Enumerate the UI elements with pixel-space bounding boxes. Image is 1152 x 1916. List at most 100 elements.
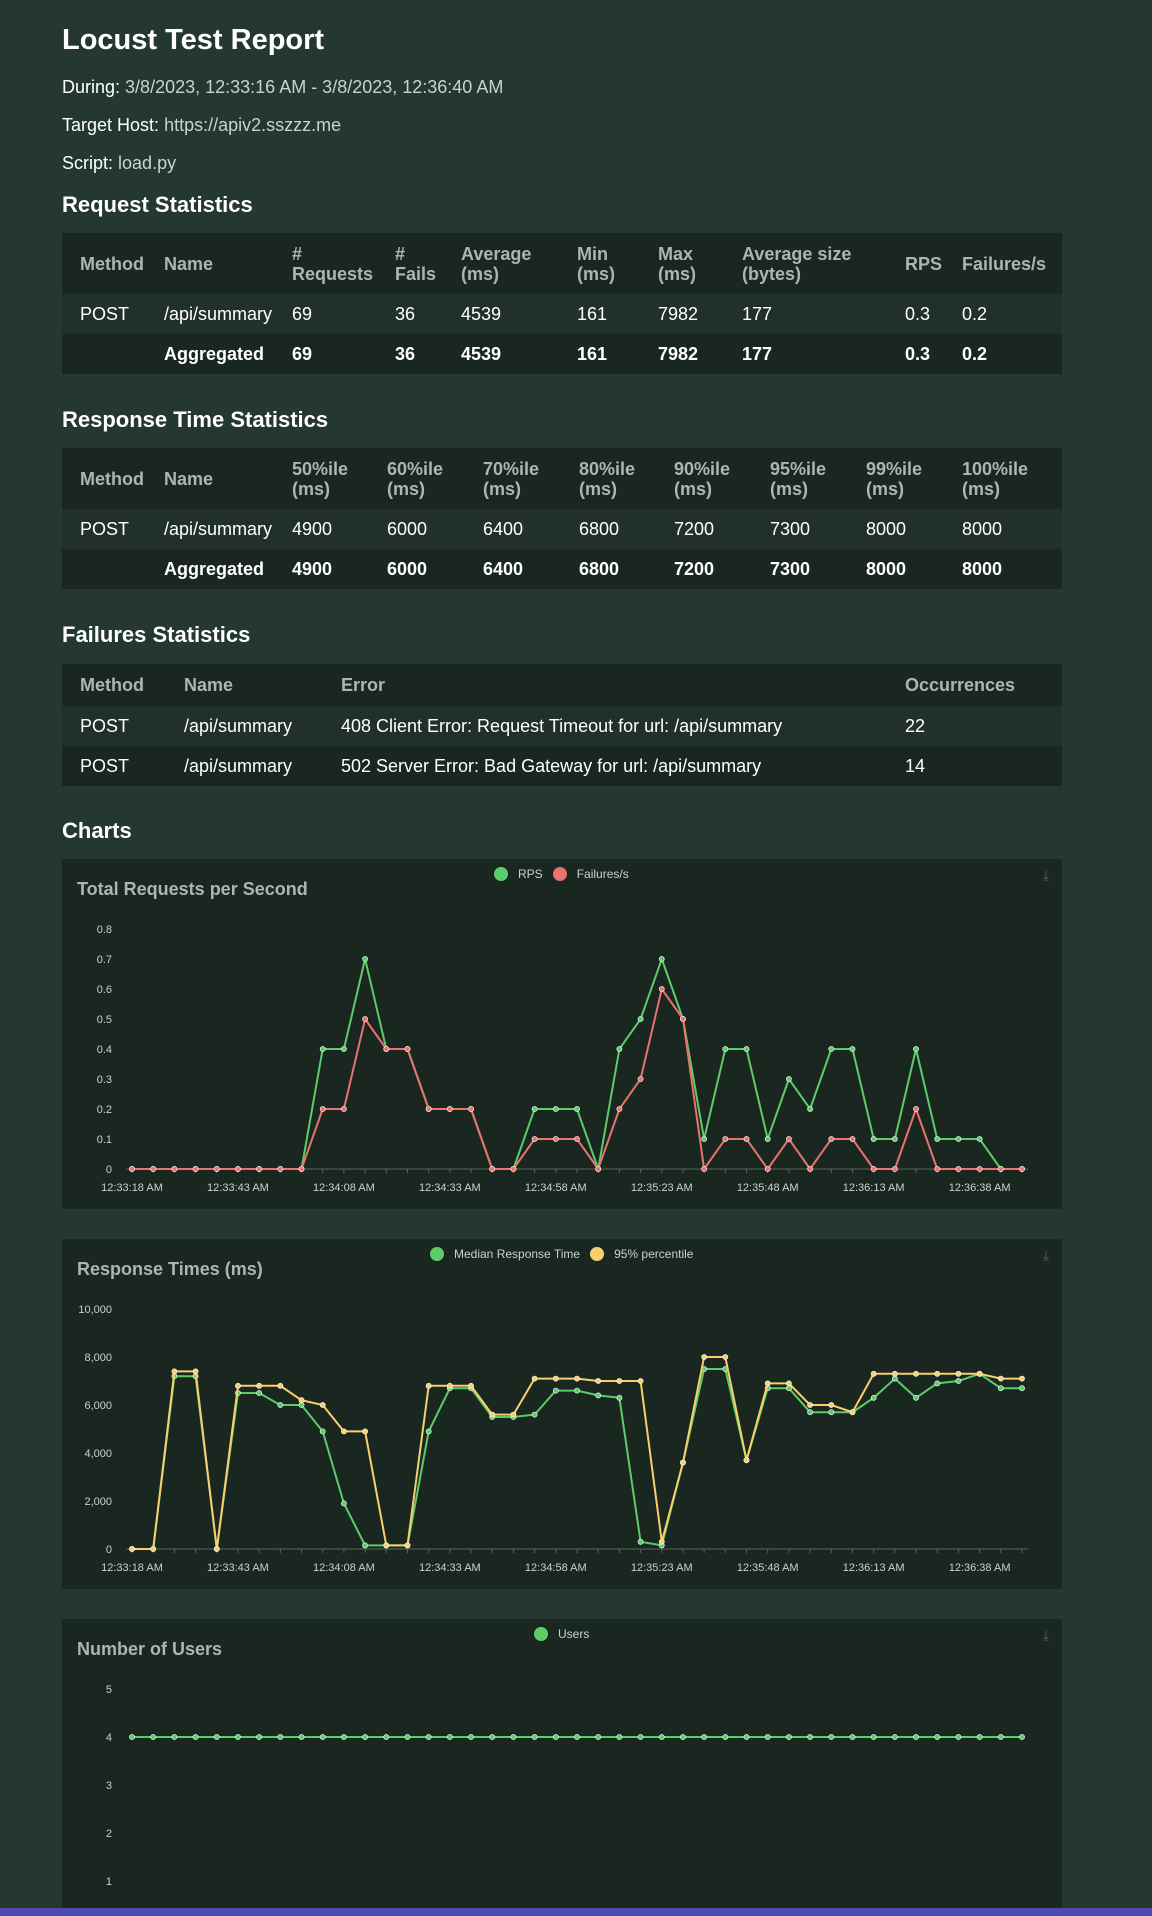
data-point xyxy=(277,1382,284,1389)
data-point xyxy=(510,1411,517,1418)
data-point xyxy=(531,1106,538,1112)
download-icon[interactable]: ⤓ xyxy=(1042,867,1050,883)
legend-item-95th[interactable]: 95% percentile xyxy=(590,1247,693,1261)
x-tick-label: 12:35:23 AM xyxy=(631,1182,693,1194)
download-icon[interactable]: ⤓ xyxy=(1042,1247,1050,1263)
data-point xyxy=(913,1734,919,1740)
data-point xyxy=(298,1166,305,1172)
data-point xyxy=(786,1076,792,1082)
data-point xyxy=(955,1734,962,1740)
data-point xyxy=(341,1428,347,1435)
data-point xyxy=(341,1106,347,1112)
table-cell: POST xyxy=(62,706,166,746)
y-tick-label: 0.3 xyxy=(97,1074,112,1086)
y-tick-label: 2,000 xyxy=(84,1496,112,1508)
data-point xyxy=(595,1734,602,1740)
data-point xyxy=(658,956,665,962)
data-point xyxy=(807,1106,813,1112)
table-cell: 177 xyxy=(742,343,773,364)
legend-label: 95% percentile xyxy=(614,1247,694,1261)
chart-title: Total Requests per Second xyxy=(77,879,308,899)
column-header: 99%ile (ms) xyxy=(866,458,923,499)
data-point xyxy=(913,1046,919,1052)
data-point xyxy=(319,1046,326,1052)
data-point xyxy=(574,1387,580,1394)
column-header: Average size (bytes) xyxy=(742,243,852,284)
column-header: Name xyxy=(164,253,214,274)
column-header: Min (ms) xyxy=(577,243,616,284)
data-point xyxy=(870,1370,877,1377)
table-cell: 161 xyxy=(577,343,608,364)
data-point xyxy=(256,1382,263,1389)
download-icon[interactable]: ⤓ xyxy=(1042,1627,1050,1643)
x-tick-label: 12:33:43 AM xyxy=(207,1182,269,1194)
data-point xyxy=(192,1734,199,1740)
table-cell: 177 xyxy=(724,294,887,334)
x-tick-label: 12:34:33 AM xyxy=(419,1182,481,1194)
table-cell: 8000 xyxy=(866,558,907,579)
data-point xyxy=(383,1542,390,1549)
table-row: POST /api/summary 69 36 4539 161 7982 17… xyxy=(62,294,1062,334)
data-point xyxy=(743,1046,750,1052)
data-point xyxy=(150,1734,157,1740)
script-label: Script: xyxy=(62,153,114,173)
series-line xyxy=(132,1368,1022,1550)
data-point xyxy=(680,1459,686,1466)
table-cell: 7200 xyxy=(656,509,752,549)
data-point xyxy=(552,1106,559,1112)
legend-item-rps[interactable]: RPS xyxy=(494,867,543,881)
data-point xyxy=(807,1409,813,1416)
data-point xyxy=(828,1136,835,1142)
data-point xyxy=(934,1734,941,1740)
legend-item-median[interactable]: Median Response Time xyxy=(430,1247,580,1261)
table-cell: 6400 xyxy=(483,558,524,579)
data-point xyxy=(171,1166,178,1172)
table-cell: 7200 xyxy=(674,558,715,579)
table-cell: 161 xyxy=(559,294,640,334)
data-point xyxy=(1019,1375,1025,1382)
data-point xyxy=(510,1166,517,1172)
table-cell: 4900 xyxy=(292,558,333,579)
data-point xyxy=(828,1409,835,1416)
y-tick-label: 6,000 xyxy=(84,1400,112,1412)
y-tick-label: 0 xyxy=(106,1164,112,1176)
data-point xyxy=(277,1166,284,1172)
table-cell: 4900 xyxy=(274,509,369,549)
table-cell: 0.3 xyxy=(887,294,944,334)
table-cell: 8000 xyxy=(848,509,944,549)
data-point xyxy=(976,1370,983,1377)
data-point xyxy=(362,1016,368,1022)
data-point xyxy=(870,1734,877,1740)
script-value: load.py xyxy=(118,153,177,173)
table-cell: 22 xyxy=(887,706,1062,746)
table-cell: 6000 xyxy=(387,558,428,579)
table-cell: 6000 xyxy=(369,509,465,549)
legend-item-failures[interactable]: Failures/s xyxy=(552,867,629,881)
data-point xyxy=(807,1734,813,1740)
table-cell: 69 xyxy=(292,343,313,364)
data-point xyxy=(446,1106,453,1112)
rps-chart: 0 0.1 0.2 0.3 0.4 0.5 0.6 0.7 0.8 12:33:18 AM 12:3… xyxy=(62,859,1062,1209)
x-tick-label: 12:36:13 AM xyxy=(843,1562,905,1574)
data-point xyxy=(574,1734,580,1740)
table-cell: 7300 xyxy=(752,509,848,549)
table-cell: 408 Client Error: Request Timeout for ur… xyxy=(323,706,887,746)
legend-dot xyxy=(494,867,508,881)
x-tick-label: 12:35:48 AM xyxy=(737,1182,799,1194)
data-point xyxy=(235,1166,241,1172)
data-point xyxy=(764,1380,771,1387)
legend-item-users[interactable]: Users xyxy=(534,1627,589,1641)
data-point xyxy=(764,1136,771,1142)
x-tick-label: 12:34:58 AM xyxy=(525,1562,587,1574)
failures-stats-heading: Failures Statistics xyxy=(62,622,251,647)
column-header: Method xyxy=(80,675,144,695)
data-point xyxy=(531,1411,538,1418)
column-header: Name xyxy=(164,468,214,489)
data-point xyxy=(637,1734,644,1740)
y-tick-label: 0.5 xyxy=(97,1014,112,1026)
column-header: # Fails xyxy=(395,243,437,284)
data-point xyxy=(976,1166,983,1172)
table-cell: 0.2 xyxy=(944,294,1062,334)
data-point xyxy=(574,1136,580,1142)
x-tick-label: 12:34:33 AM xyxy=(419,1562,481,1574)
